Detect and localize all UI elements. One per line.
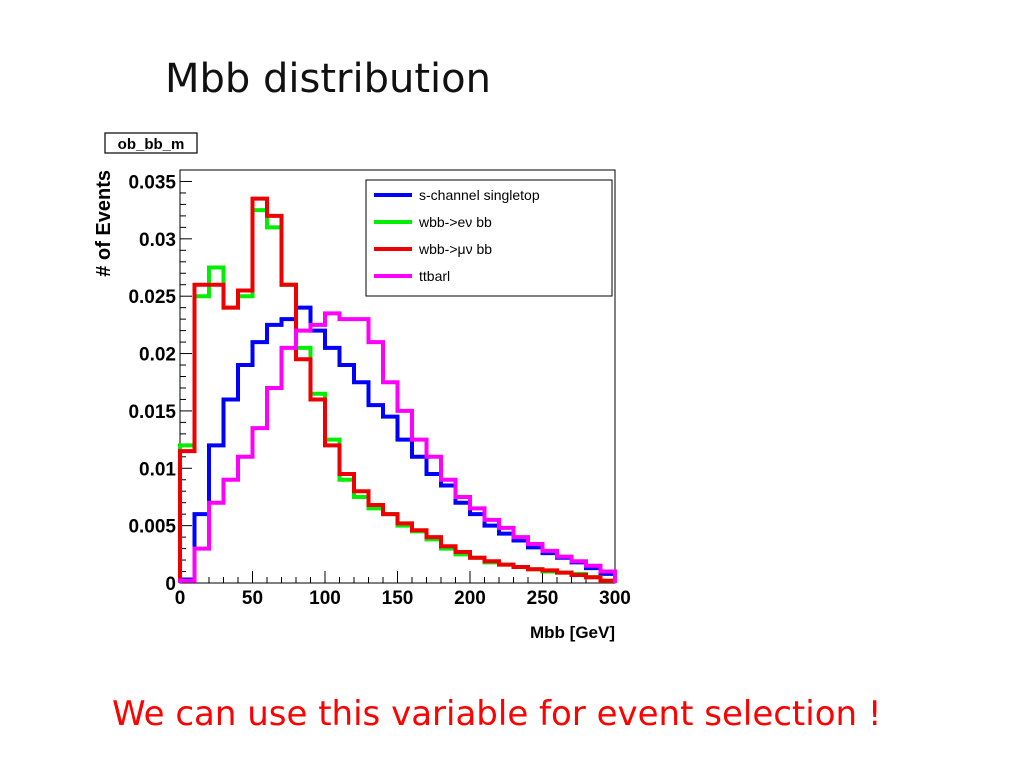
- legend-label: ttbarl: [419, 268, 450, 284]
- x-tick-label: 100: [309, 588, 341, 609]
- x-tick-label: 200: [454, 588, 486, 609]
- series-line-2: [178, 196, 617, 583]
- y-tick-label: 0.015: [128, 402, 176, 423]
- series-line-3: [178, 311, 617, 583]
- footer-note: We can use this variable for event selec…: [112, 694, 882, 734]
- histogram-title-box: [104, 132, 198, 154]
- y-tick-label: 0.01: [139, 459, 176, 480]
- x-tick-label: 150: [382, 588, 414, 609]
- x-tick-label: 300: [599, 588, 631, 609]
- y-axis-label: # of Events: [93, 170, 115, 277]
- legend-label: wbb->eν bb: [418, 214, 492, 230]
- x-tick-label: 250: [527, 588, 559, 609]
- histogram-title: ob_bb_m: [118, 136, 185, 153]
- x-axis-label: Mbb [GeV]: [530, 623, 615, 642]
- slide-title: Mbb distribution: [165, 56, 491, 102]
- y-tick-label: 0.035: [128, 172, 176, 193]
- x-tick-label: 0: [175, 588, 186, 609]
- legend-label: wbb->μν bb: [418, 241, 492, 257]
- y-tick-label: 0: [165, 574, 176, 595]
- y-tick-label: 0.005: [128, 517, 176, 538]
- legend-label: s-channel singletop: [419, 187, 540, 203]
- y-tick-label: 0.02: [139, 345, 176, 366]
- y-tick-label: 0.03: [139, 230, 176, 251]
- x-tick-label: 50: [242, 588, 263, 609]
- y-tick-label: 0.025: [128, 287, 176, 308]
